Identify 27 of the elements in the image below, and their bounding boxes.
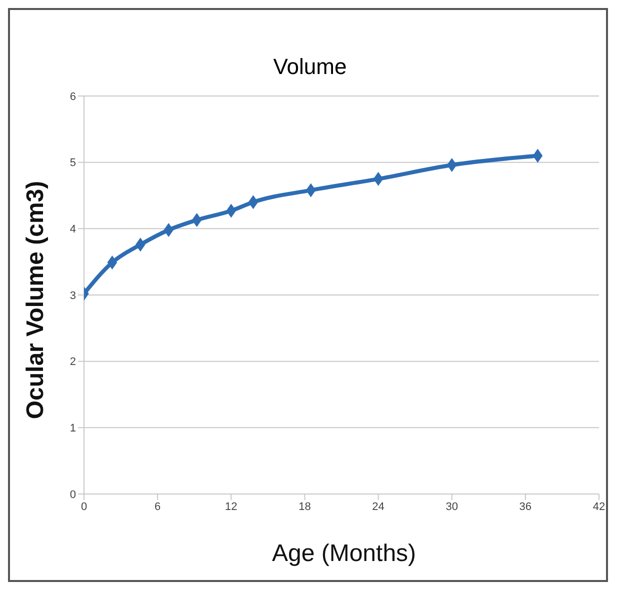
point [107,255,118,270]
x-tick-label: 0 [80,500,88,513]
y-tick-label: 0 [70,488,76,501]
point [248,195,258,210]
point [532,148,543,163]
chart-title: Volume [272,54,348,80]
x-tick-label: 12 [225,500,238,513]
y-tick-label: 6 [70,90,76,103]
x-tick-label: 6 [154,500,161,513]
point [446,158,457,172]
y-axis-title: Ocular Volume (cm3) [22,180,50,420]
y-tick-label: 3 [70,290,76,302]
x-tick-label: 42 [592,500,606,513]
y-tick-label: 4 [70,224,76,236]
point [226,204,236,218]
y-tick-label: 2 [70,356,76,368]
x-tick-label: 36 [519,500,532,513]
point [373,172,384,186]
x-tick-label: 24 [372,500,384,513]
y-tick-label: 5 [70,157,76,170]
point [306,183,316,198]
y-tick-label: 1 [70,422,76,435]
x-tick-label: 30 [446,500,458,513]
point [164,222,174,237]
x-tick-label: 18 [298,500,311,513]
x-axis-title: Age (Months) [270,540,418,568]
point [192,213,202,228]
